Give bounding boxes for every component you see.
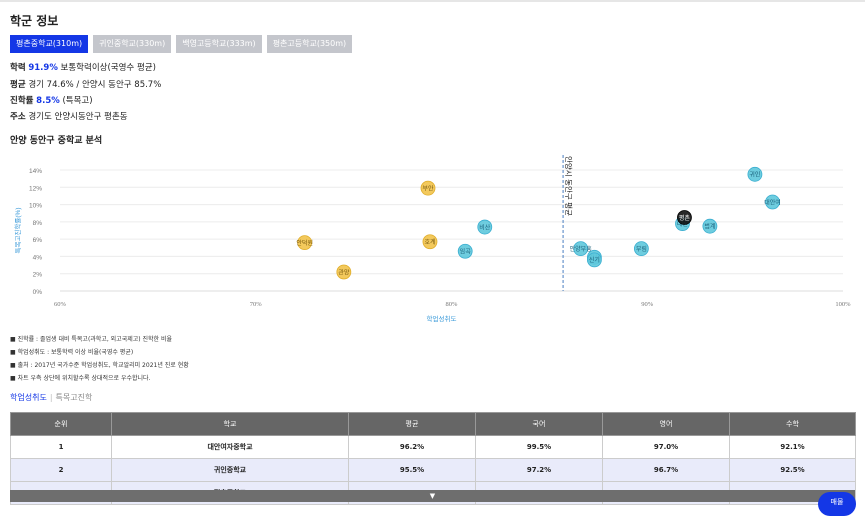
cell-school: 귀인중학교 <box>111 458 349 482</box>
average-row: 평균 경기 74.6% / 안양시 동안구 85.7% <box>10 78 161 90</box>
address-row: 주소 경기도 안양시동안구 평촌동 <box>10 110 128 122</box>
y-axis-title: 특목고진학률(%) <box>13 208 22 254</box>
x-tick-label: 80% <box>446 301 459 308</box>
data-point <box>457 243 473 259</box>
col-rank: 순위 <box>10 412 112 436</box>
note-item: ■ 차트 우측 상단에 위치할수록 상대적으로 우수합니다. <box>10 375 151 382</box>
x-tick-label: 60% <box>54 301 67 308</box>
note-item: ■ 학업성취도 : 보통학력 이상 비율(국영수 평균) <box>10 349 134 356</box>
chart-section-title: 안양 동안구 중학교 분석 <box>10 136 103 146</box>
y-tick-label: 8% <box>33 220 43 227</box>
data-point <box>422 234 438 250</box>
data-point-label: 관양 <box>338 268 350 276</box>
table-row: 1 대안여자중학교 96.2% 99.5% 97.0% 92.1% <box>10 435 856 459</box>
col-school: 학교 <box>111 412 349 436</box>
subtab-advance[interactable]: 특목고진학 <box>55 393 93 402</box>
table-header-row: 순위 학교 평균 국어 영어 수학 <box>10 412 856 436</box>
y-tick-label: 12% <box>29 185 42 192</box>
data-point <box>765 194 780 210</box>
y-tick-label: 6% <box>33 237 43 244</box>
achievement-row: 학력 91.9% 보통학력이상(국영수 평균) <box>10 61 156 73</box>
x-tick-label: 90% <box>641 301 654 308</box>
address-value: 경기도 안양시동안구 평촌동 <box>28 112 128 122</box>
data-point-label: 안양부흥 <box>570 245 593 253</box>
y-tick-label: 0% <box>33 289 43 296</box>
x-tick-label: 100% <box>835 301 851 308</box>
x-axis-title: 학업성취도 <box>427 314 457 323</box>
cell-school: 대안여자중학교 <box>111 435 349 459</box>
y-tick-label: 14% <box>29 168 42 175</box>
advance-value: 8.5% <box>36 96 60 106</box>
y-tick-label: 2% <box>33 272 43 279</box>
data-point <box>477 219 493 235</box>
average-label: 평균 <box>10 80 26 90</box>
listings-fab-button[interactable]: 매물 <box>818 492 856 516</box>
reference-line-label: 안양시 동안구 평균 <box>564 156 574 216</box>
cell-korean: 97.2% <box>475 458 603 482</box>
col-average: 평균 <box>348 412 476 436</box>
data-point-label: 비산 <box>479 223 491 231</box>
data-point-label: 호계 <box>424 238 435 246</box>
subtab-achievement[interactable]: 학업성취도 <box>10 393 47 402</box>
data-point-label: 부림 <box>636 245 647 253</box>
data-point-label: 신기 <box>589 256 600 264</box>
data-point-label: 귀인 <box>749 171 760 179</box>
expand-table-button[interactable]: ▼ <box>10 490 855 502</box>
achievement-value: 91.9% <box>28 63 58 73</box>
tab-school-2[interactable]: 귀인중학교(330m) <box>93 35 172 53</box>
advance-label: 진학률 <box>10 96 34 106</box>
cell-english: 97.0% <box>602 435 730 459</box>
tab-school-4[interactable]: 평촌고등학교(350m) <box>266 35 353 53</box>
y-tick-label: 4% <box>33 254 43 261</box>
chart-notes: ■ 진학률 : 졸업생 대비 특목고(과학고, 외고국제고) 진학한 비율 ■ … <box>10 333 189 385</box>
data-point-label: 부안 <box>422 184 434 192</box>
top-divider <box>0 0 865 2</box>
tab-school-3[interactable]: 백영고등학교(333m) <box>176 35 262 53</box>
data-point-label: 임곡 <box>460 248 472 256</box>
achievement-note: 보통학력이상(국영수 평균) <box>60 63 156 73</box>
achievement-label: 학력 <box>10 63 26 73</box>
col-english: 영어 <box>602 412 730 436</box>
x-tick-label: 70% <box>250 301 263 308</box>
table-row: 2 귀인중학교 95.5% 97.2% 96.7% 92.5% <box>10 458 856 482</box>
cell-average: 95.5% <box>348 458 476 482</box>
data-point <box>420 180 436 196</box>
chevron-down-icon: ▼ <box>429 492 436 500</box>
note-item: ■ 출처 : 2017년 국가수준 학업성취도, 학교알리미 2021년 진로 … <box>10 362 189 369</box>
data-point <box>297 235 313 250</box>
y-tick-label: 10% <box>29 203 42 210</box>
col-korean: 국어 <box>475 412 603 436</box>
data-point <box>586 252 602 268</box>
data-point-label: 평촌 <box>679 214 691 222</box>
data-point-label: 안덕원 <box>296 239 313 247</box>
advance-note: (특목고) <box>62 96 93 106</box>
cell-korean: 99.5% <box>475 435 603 459</box>
col-math: 수학 <box>729 412 856 436</box>
subtab-divider: | <box>49 393 53 402</box>
data-point <box>633 241 649 257</box>
data-point-label: 범계 <box>704 222 715 230</box>
data-point-label: 대안여 <box>764 198 781 206</box>
address-label: 주소 <box>10 112 26 122</box>
average-value: 경기 74.6% / 안양시 동안구 85.7% <box>28 80 162 90</box>
cell-average: 96.2% <box>348 435 476 459</box>
ranking-subtabs: 학업성취도 | 특목고진학 <box>10 392 92 403</box>
cell-math: 92.5% <box>729 458 856 482</box>
scatter-chart: 0% 2% 4% 6% 8% 10% 12% 14% 60% 70% 80% 90% 100% 학업성취도… <box>13 155 851 323</box>
cell-rank: 2 <box>10 458 112 482</box>
school-tabs: 평촌중학교(310m) 귀인중학교(330m) 백영고등학교(333m) 평촌고… <box>10 35 353 53</box>
data-point <box>702 218 718 234</box>
data-point <box>747 166 763 182</box>
page-title: 학군 정보 <box>10 14 59 28</box>
advance-row: 진학률 8.5% (특목고) <box>10 94 93 106</box>
cell-math: 92.1% <box>729 435 856 459</box>
data-point <box>573 241 589 257</box>
note-item: ■ 진학률 : 졸업생 대비 특목고(과학고, 외고국제고) 진학한 비율 <box>10 336 173 343</box>
cell-rank: 1 <box>10 435 112 459</box>
data-point <box>677 210 692 225</box>
tab-school-1[interactable]: 평촌중학교(310m) <box>10 35 89 53</box>
data-point <box>336 264 352 280</box>
cell-english: 96.7% <box>602 458 730 482</box>
